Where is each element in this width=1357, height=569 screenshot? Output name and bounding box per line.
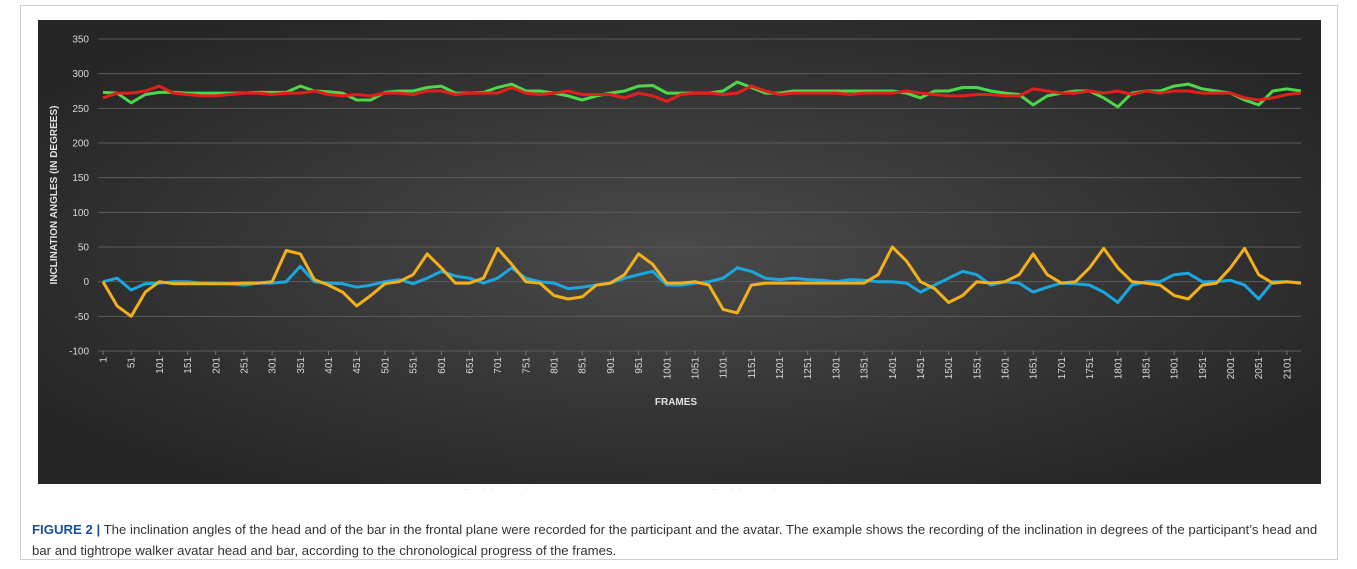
y-tick-label: -50 xyxy=(75,312,90,323)
x-tick-label: 1501 xyxy=(944,357,955,380)
x-tick-label: 601 xyxy=(437,357,448,374)
x-tick-label: 1151 xyxy=(747,357,758,379)
x-tick-label: 51 xyxy=(127,357,138,369)
x-tick-label: 1451 xyxy=(916,357,927,380)
x-tick-label: 1601 xyxy=(1001,357,1012,380)
x-tick-label: 2101 xyxy=(1282,357,1293,380)
x-tick-label: 1801 xyxy=(1113,357,1124,380)
x-tick-label: 1901 xyxy=(1170,357,1181,380)
x-tick-label: 201 xyxy=(211,357,222,374)
y-tick-label: 250 xyxy=(72,104,89,115)
x-tick-label: 1551 xyxy=(972,357,983,380)
x-tick-label: 1351 xyxy=(860,357,871,380)
x-tick-label: 1001 xyxy=(662,357,673,380)
series-line xyxy=(101,245,1302,318)
x-tick-label: 951 xyxy=(634,357,645,374)
x-tick-label: 1101 xyxy=(719,357,730,379)
x-tick-label: 351 xyxy=(296,357,307,374)
x-tick-label: 551 xyxy=(409,357,420,374)
x-tick-label: 301 xyxy=(268,357,279,374)
x-tick-label: 1951 xyxy=(1198,357,1209,380)
x-axis-title: FRAMES xyxy=(655,397,698,408)
x-tick-label: 251 xyxy=(239,357,250,374)
x-tick-label: 1751 xyxy=(1085,357,1096,380)
y-tick-label: 200 xyxy=(72,139,89,150)
x-tick-label: 1851 xyxy=(1141,357,1152,380)
caption-text: The inclination angles of the head and o… xyxy=(32,522,1318,558)
x-tick-label: 901 xyxy=(606,357,617,374)
x-tick-label: 501 xyxy=(380,357,391,374)
x-tick-label: 1051 xyxy=(690,357,701,380)
series-line xyxy=(102,84,1302,103)
x-tick-label: 1701 xyxy=(1057,357,1068,380)
y-axis-title: INCLINATION ANGLES (IN DEGREES) xyxy=(49,106,60,285)
figure-border xyxy=(20,5,1338,560)
x-tick-label: 751 xyxy=(521,357,532,374)
x-tick-label: 1651 xyxy=(1029,357,1040,380)
caption: FIGURE 2 | The inclination angles of the… xyxy=(32,519,1332,561)
x-tick-label: 1301 xyxy=(831,357,842,380)
y-tick-label: 300 xyxy=(72,69,89,80)
x-tick-label: 101 xyxy=(155,357,166,374)
x-tick-label: 2001 xyxy=(1226,357,1237,380)
x-tick-label: 801 xyxy=(550,357,561,374)
legend-label: Participant's head xyxy=(463,488,550,490)
y-tick-label: -100 xyxy=(69,347,89,358)
x-tick-label: 701 xyxy=(493,357,504,374)
x-tick-label: 851 xyxy=(578,357,589,374)
y-tick-label: 50 xyxy=(78,243,90,254)
x-tick-label: 1401 xyxy=(888,357,899,380)
x-tick-label: 401 xyxy=(324,357,335,374)
x-tick-label: 1 xyxy=(99,357,110,363)
x-tick-label: 151 xyxy=(183,357,194,374)
chart-background xyxy=(38,20,1321,484)
y-tick-label: 0 xyxy=(83,277,89,288)
y-tick-label: 100 xyxy=(72,208,89,219)
legend-label: Participant's bar xyxy=(711,488,790,490)
y-tick-label: 350 xyxy=(72,35,89,46)
x-tick-label: 451 xyxy=(352,357,363,374)
x-tick-label: 1251 xyxy=(803,357,814,380)
caption-label: FIGURE 2 | xyxy=(32,522,101,537)
x-tick-label: 651 xyxy=(465,357,476,374)
x-tick-label: 2051 xyxy=(1254,357,1265,380)
y-tick-label: 150 xyxy=(72,173,89,184)
x-tick-label: 1201 xyxy=(775,357,786,380)
